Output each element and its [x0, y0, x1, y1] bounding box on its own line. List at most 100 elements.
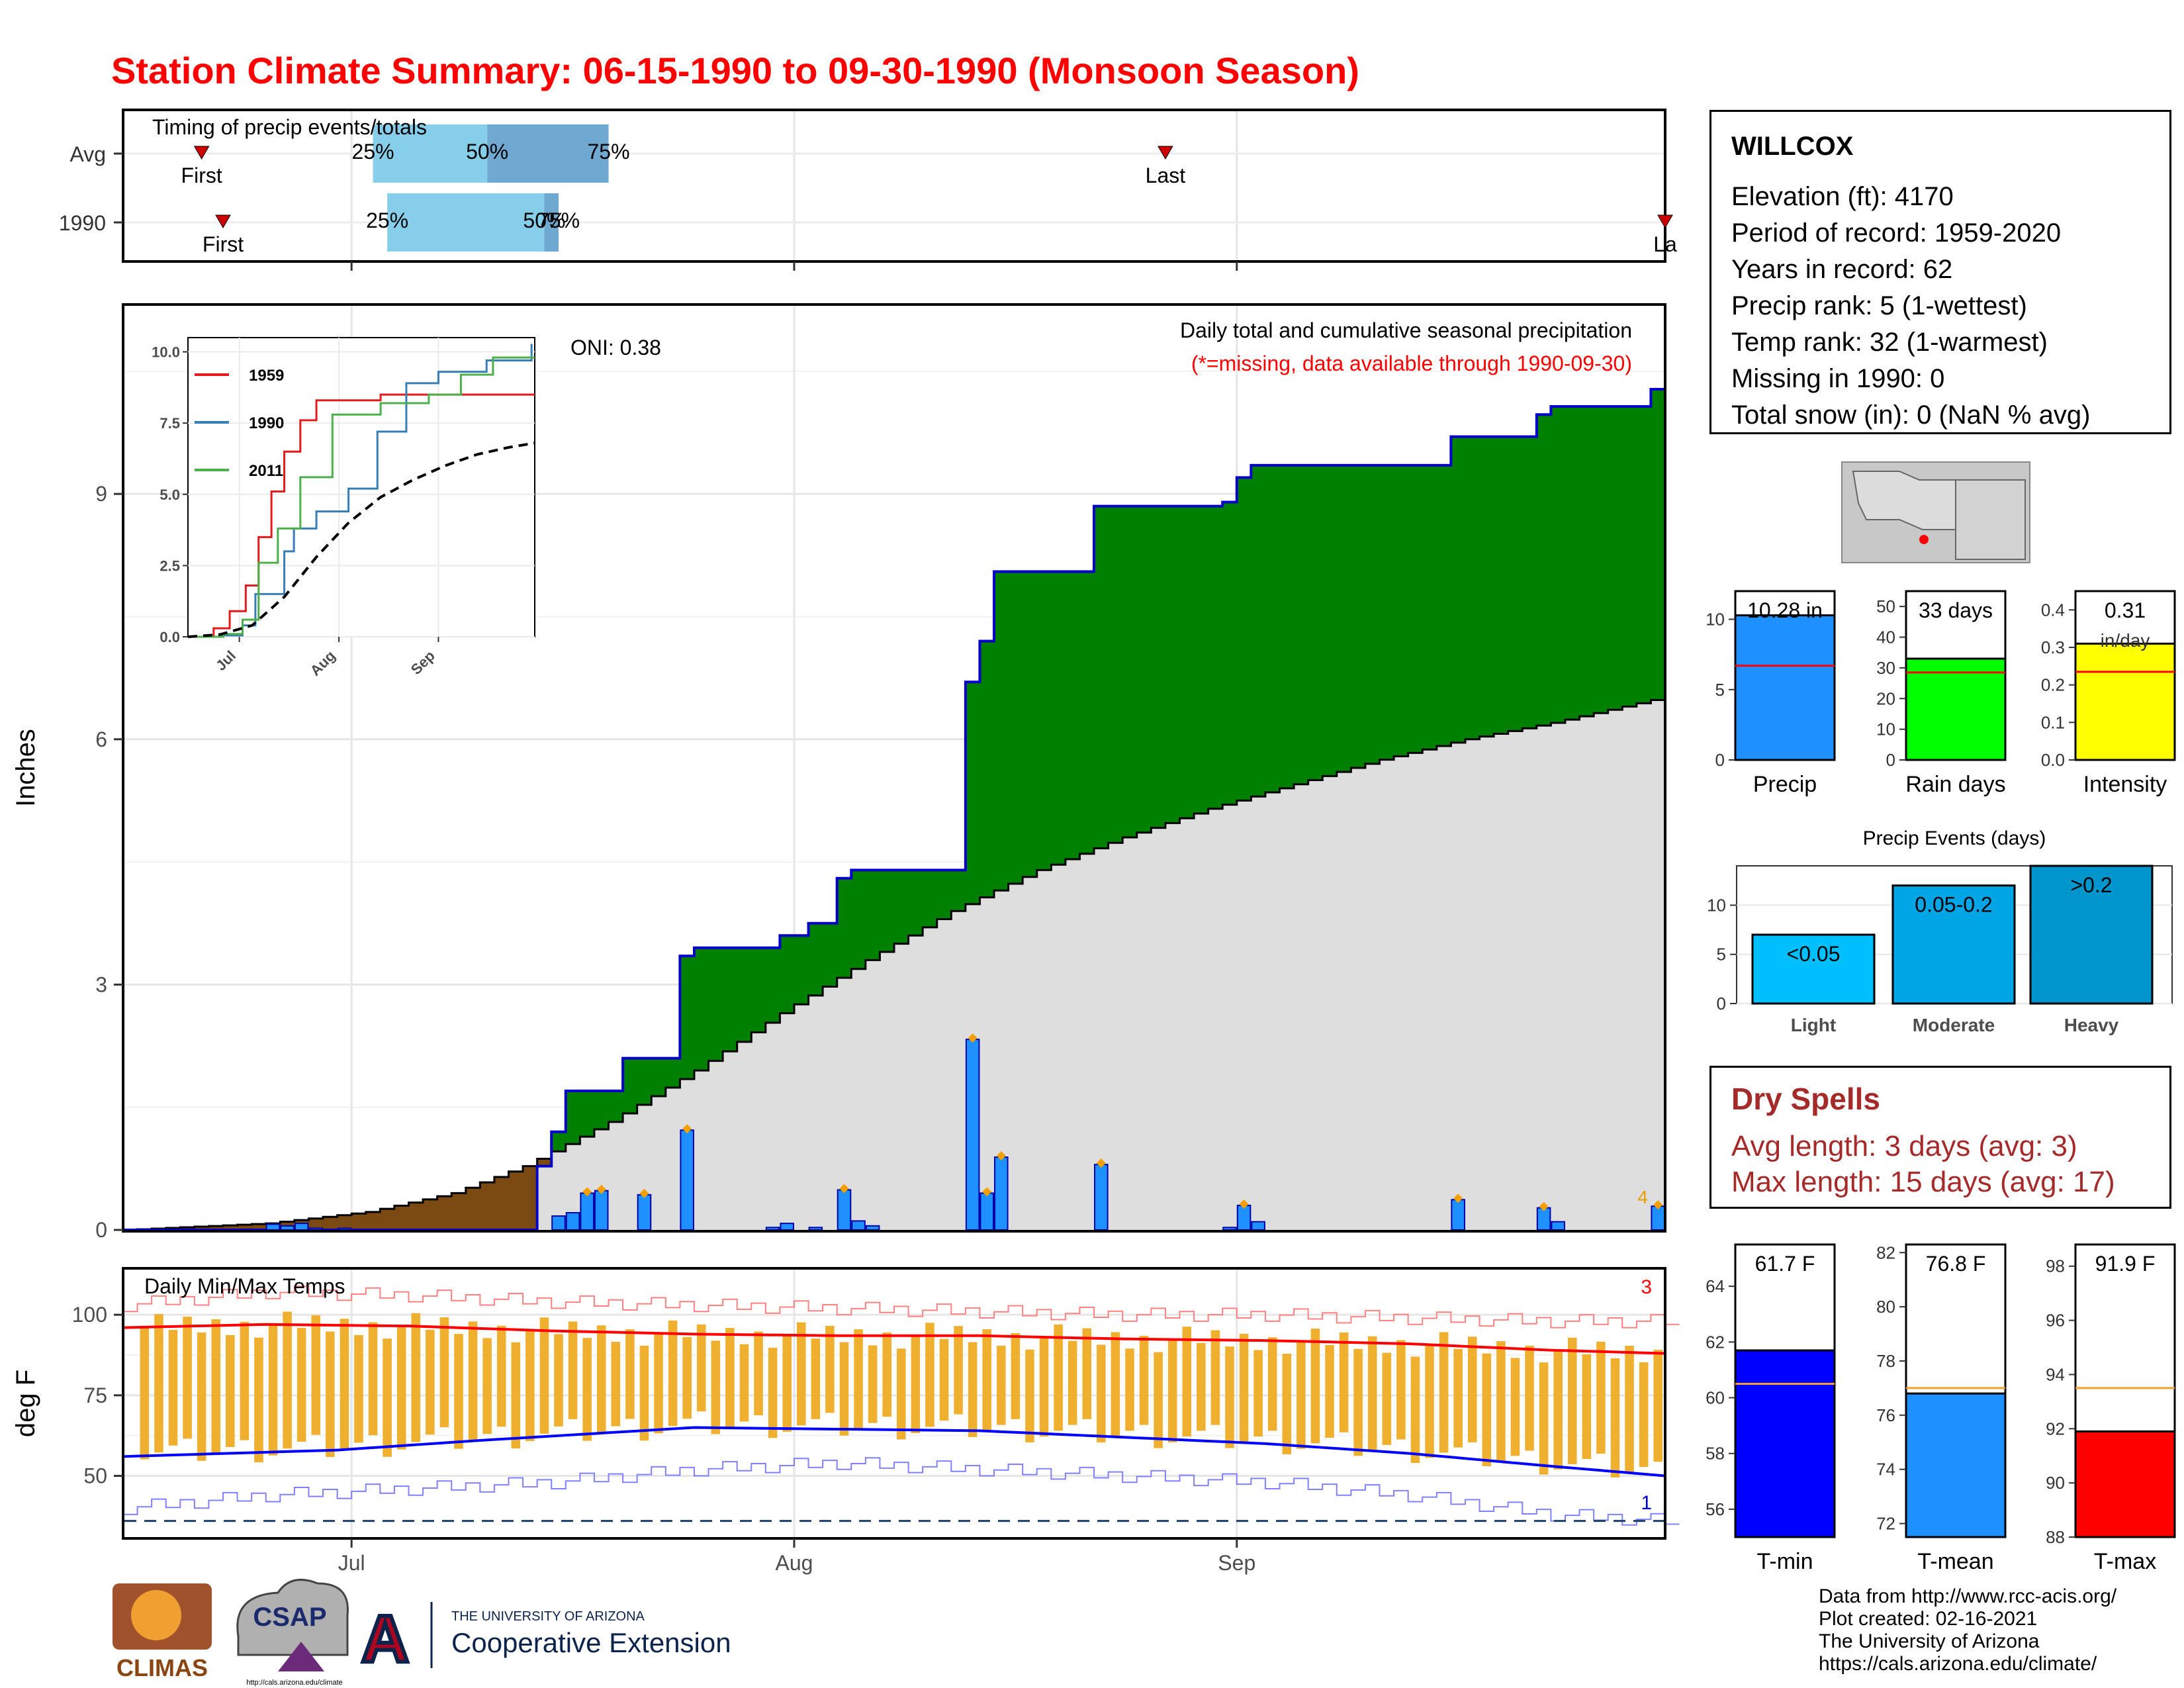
- surplus-area: [894, 870, 909, 944]
- deficit-area: [365, 1211, 381, 1230]
- mini-chart-label: T-max: [2094, 1549, 2156, 1574]
- daily-precip-bar: [565, 1212, 580, 1231]
- daily-temp-bar: [1297, 1341, 1306, 1449]
- daily-temp-bar: [368, 1322, 378, 1436]
- mini-chart-bar: [1734, 614, 1836, 761]
- mini-chart-tick-label: 40: [1876, 628, 1895, 647]
- credits: Data from http://www.rcc-acis.org/ Plot …: [1819, 1585, 2116, 1675]
- csap-url: http://cals.arizona.edu/climate: [246, 1679, 343, 1687]
- station-precip-rank: Precip rank: 5 (1-wettest): [1731, 291, 2027, 320]
- station-period: Period of record: 1959-2020: [1731, 218, 2062, 248]
- climatology-line: [123, 698, 1665, 1231]
- mini-chart-tick-label: 92: [2046, 1419, 2065, 1438]
- daily-temp-bar: [1510, 1358, 1520, 1456]
- daily-temp-bar: [197, 1332, 206, 1461]
- daily-temp-bar: [1068, 1340, 1077, 1425]
- events-bar-text: >0.2: [2070, 873, 2112, 897]
- surplus-area: [1279, 465, 1295, 788]
- surplus-area: [1408, 465, 1423, 753]
- surplus-area: [1336, 465, 1351, 773]
- timing-bar-50-75: [544, 193, 559, 252]
- daily-precip-bar: [1251, 1221, 1265, 1231]
- surplus-area: [1122, 506, 1138, 838]
- daily-temp-bar: [539, 1317, 549, 1434]
- station-temp-rank: Temp rank: 32 (1-warmest): [1731, 328, 2048, 357]
- daily-precip-bar: [965, 1039, 980, 1231]
- daily-temp-bar: [1154, 1352, 1163, 1448]
- mini-chart-tick-label: 0: [1715, 750, 1725, 770]
- events-bar: [2029, 865, 2154, 1005]
- inset-legend-label: 1959: [249, 367, 284, 385]
- temp-frame: [122, 1267, 1666, 1540]
- inset-ytick-label: 0.0: [159, 629, 180, 645]
- deficit-area: [394, 1205, 410, 1230]
- ua-line2: Cooperative Extension: [451, 1627, 731, 1658]
- daily-temp-bar: [426, 1329, 435, 1435]
- inset-legend-label: 1990: [249, 414, 284, 432]
- mini-chart-tick-label: 64: [1706, 1276, 1725, 1296]
- mini-chart-tick-label: 50: [1876, 596, 1895, 616]
- inset-ytick-label: 10.0: [152, 344, 180, 361]
- events-bar-label: Heavy: [2064, 1015, 2119, 1035]
- mini-chart-unit: in/day: [2101, 630, 2150, 651]
- station-name: WILLCOX: [1731, 132, 1854, 161]
- daily-temp-bar: [140, 1327, 150, 1460]
- daily-temp-bar: [954, 1326, 963, 1415]
- daily-temp-bar: [496, 1325, 506, 1427]
- temp-summary-bars: 56 58 60 62 64 61.7 F T-min 72 74 76 78 80 82 76.8 F T…: [1706, 1243, 2176, 1574]
- daily-precip-bar: [1651, 1205, 1666, 1231]
- mini-chart-value: 33 days: [1919, 598, 1993, 622]
- temp-ytick-label: 50: [83, 1464, 107, 1488]
- surplus-area: [623, 1058, 638, 1113]
- daily-temp-bar: [968, 1342, 978, 1437]
- events-bar: [1751, 933, 1876, 1005]
- dry-spells-avg: Avg length: 3 days (avg: 3): [1731, 1130, 2077, 1162]
- mini-chart-bar: [1905, 1392, 2007, 1538]
- ua-a-mark: A: [361, 1602, 409, 1676]
- timing-first-label: First: [181, 164, 222, 187]
- station-missing: Missing in 1990: 0: [1731, 364, 1945, 393]
- daily-temp-bar: [1097, 1344, 1106, 1442]
- precip-ytick-label: 0: [95, 1218, 107, 1242]
- surplus-area: [680, 956, 695, 1080]
- daily-temp-bar: [1439, 1332, 1449, 1453]
- daily-precip-bar: [337, 1227, 352, 1231]
- daily-precip-marker: [982, 1187, 992, 1197]
- surplus-area: [1265, 465, 1281, 793]
- timing-last-marker: [1158, 146, 1173, 160]
- surplus-area: [923, 870, 938, 927]
- daily-temp-bar: [1139, 1336, 1149, 1425]
- surplus-area: [1308, 465, 1323, 780]
- surplus-area: [1165, 506, 1181, 823]
- daily-temp-bar: [1082, 1328, 1092, 1419]
- daily-precip-bar: [580, 1192, 594, 1231]
- csap-mountain: [278, 1642, 324, 1671]
- mini-chart-tick-label: 0.4: [2041, 600, 2065, 620]
- surplus-area: [1194, 506, 1209, 814]
- surplus-area: [1322, 465, 1338, 776]
- deficit-area: [208, 1226, 224, 1230]
- mini-chart-tick-label: 90: [2046, 1473, 2065, 1493]
- deficit-area: [465, 1188, 480, 1230]
- surplus-area: [1208, 506, 1223, 809]
- precip-ylabel: Inches: [11, 729, 40, 807]
- daily-temp-bar: [283, 1311, 292, 1449]
- mini-chart-tick-label: 60: [1706, 1388, 1725, 1408]
- surplus-area: [1023, 571, 1038, 877]
- mini-chart-tick-label: 0.3: [2041, 637, 2065, 657]
- surplus-area: [851, 870, 866, 969]
- daily-temp-bar: [1553, 1350, 1563, 1470]
- timing-first-marker: [215, 214, 231, 228]
- surplus-area: [1594, 406, 1609, 714]
- surplus-area: [1222, 502, 1238, 805]
- daily-temp-bar: [1011, 1333, 1021, 1419]
- daily-temp-bar: [1111, 1332, 1120, 1437]
- timing-p75-label: 75%: [537, 209, 580, 232]
- precip-ytick-label: 9: [95, 482, 107, 506]
- mini-chart-label: Rain days: [1905, 772, 2005, 797]
- daily-temp-bar: [1396, 1340, 1406, 1440]
- dry-spells-title: Dry Spells: [1731, 1082, 1880, 1116]
- daily-temp-bar: [796, 1322, 806, 1426]
- daily-temp-bar: [1367, 1336, 1377, 1451]
- daily-precip-bar: [1236, 1204, 1251, 1231]
